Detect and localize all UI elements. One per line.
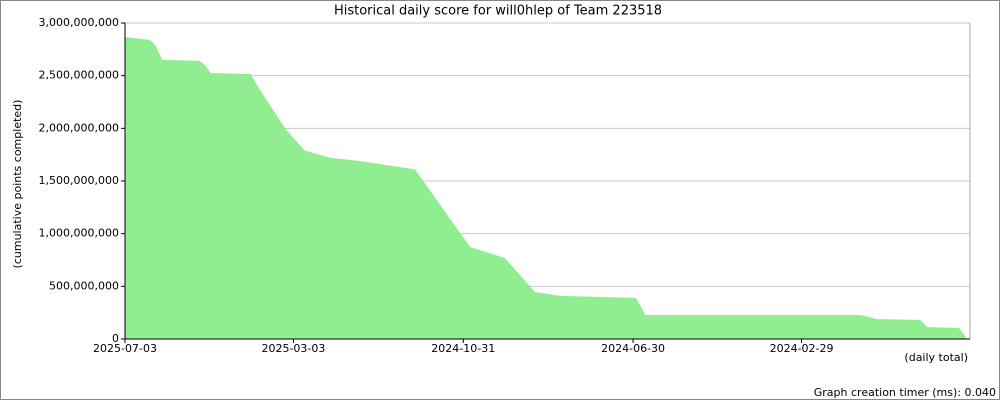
x-tick-label: 2024-10-31	[431, 342, 495, 355]
y-axis-label: (cumulative points completed)	[11, 100, 24, 269]
y-tick-label: 500,000,000	[49, 279, 119, 292]
x-tick-label: 2024-02-29	[770, 342, 834, 355]
chart-title: Historical daily score for will0hlep of …	[334, 4, 662, 19]
x-tick-label: 2024-06-30	[601, 342, 665, 355]
area	[125, 37, 966, 339]
y-tick-label: 0	[112, 332, 119, 345]
y-tick-label: 2,500,000,000	[39, 69, 119, 82]
x-axis-label: (daily total)	[904, 351, 968, 364]
x-tick-label: 2025-07-03	[93, 342, 157, 355]
y-tick-label: 1,500,000,000	[39, 174, 119, 187]
footer: Graph creation timer (ms): 0.040	[814, 386, 996, 399]
y-tick-label: 3,000,000,000	[39, 16, 119, 29]
y-tick-label: 1,000,000,000	[39, 227, 119, 240]
y-tick-label: 2,000,000,000	[39, 121, 119, 134]
x-tick-label: 2025-03-03	[261, 342, 325, 355]
